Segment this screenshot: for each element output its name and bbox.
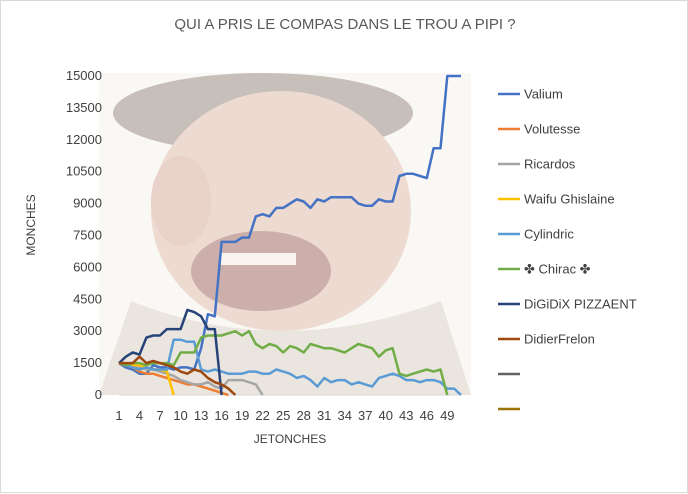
legend-entry: Volutesse: [524, 122, 580, 137]
y-tick-label: 7500: [73, 228, 102, 243]
x-tick-label: 43: [399, 408, 413, 423]
y-tick-label: 6000: [73, 259, 102, 274]
legend-entry: DiGiDiX PIZZAENT: [524, 297, 637, 312]
x-tick-label: 7: [156, 408, 163, 423]
series-line-1: [118, 361, 229, 397]
y-tick-label: 0: [95, 387, 102, 402]
x-tick-label: 25: [276, 408, 290, 423]
legend-entry: ✤ Chirac ✤: [524, 262, 591, 277]
series-line-7: [119, 355, 237, 396]
series-line-5: [118, 329, 449, 396]
y-tick-label: 4500: [73, 291, 102, 306]
y-tick-label: 3000: [73, 323, 102, 338]
y-tick-label: 9000: [73, 196, 102, 211]
legend-entry: Waifu Ghislaine: [524, 192, 615, 207]
x-tick-label: 49: [440, 408, 454, 423]
background-photo: [99, 73, 471, 395]
y-axis-label: MONCHES: [24, 194, 38, 255]
legend: Valium Volutesse Ricardos Waifu Ghislaine Cy…: [498, 87, 637, 411]
legend-entry: Valium: [524, 87, 563, 102]
y-tick-label: 10500: [66, 164, 102, 179]
y-tick-label: 12000: [66, 132, 102, 147]
x-axis-label: JETONCHES: [254, 432, 326, 446]
x-tick-label: 19: [235, 408, 249, 423]
legend-entry: DidierFrelon: [524, 332, 595, 347]
y-tick-label: 15000: [66, 68, 102, 83]
x-tick-label: 46: [420, 408, 434, 423]
chart-title: QUI A PRIS LE COMPAS DANS LE TROU A PIPI…: [174, 16, 515, 33]
legend-entry: Cylindric: [524, 227, 574, 242]
x-tick-label: 1: [115, 408, 122, 423]
series-line-6: [118, 308, 223, 396]
series-line-4: [118, 338, 462, 396]
x-tick-label: 10: [173, 408, 187, 423]
x-tick-label: 13: [194, 408, 208, 423]
plot-area: [118, 74, 462, 397]
x-tick-label: 16: [214, 408, 228, 423]
legend-entry: Ricardos: [524, 157, 576, 172]
x-tick-label: 22: [255, 408, 269, 423]
y-axis-ticks: 0 1500 3000 4500 6000 7500 9000 10500 12000 13500…: [66, 68, 102, 402]
x-axis-ticks: 1 4 7 10 13 16 19 22 25 28 31 34 37 40 43 46 49: [115, 408, 454, 423]
x-tick-label: 4: [136, 408, 143, 423]
x-tick-label: 37: [358, 408, 372, 423]
x-tick-label: 34: [337, 408, 351, 423]
y-tick-label: 1500: [73, 355, 102, 370]
x-tick-label: 40: [379, 408, 393, 423]
x-tick-label: 28: [296, 408, 310, 423]
y-tick-label: 13500: [66, 100, 102, 115]
x-tick-label: 31: [317, 408, 331, 423]
